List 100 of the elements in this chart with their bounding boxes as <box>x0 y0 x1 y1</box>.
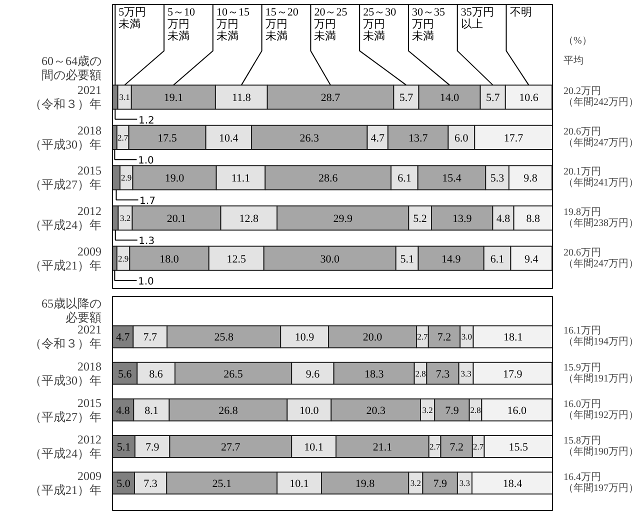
data-label: 18.1 <box>503 332 523 344</box>
text: 15.9万円（年間191万円） <box>564 362 638 384</box>
text: 35万円以上 <box>460 6 494 31</box>
text: 16.0万円（年間192万円） <box>564 398 638 421</box>
data-label: 8.1 <box>144 404 158 417</box>
data-label: 7.3 <box>436 368 450 380</box>
text: 16.1万円（年間194万円） <box>564 326 638 348</box>
data-label: 2.7 <box>417 332 428 342</box>
y-tick-label: 2015（平成27）年 <box>30 396 102 424</box>
data-label: 15.4 <box>442 172 462 185</box>
y-tick-label: 2018（平成30）年 <box>30 123 102 152</box>
text: 平均 <box>564 54 584 66</box>
data-label: 12.5 <box>226 253 246 266</box>
data-label: 7.3 <box>144 478 158 490</box>
data-label: 6.0 <box>454 132 469 144</box>
data-label: 2.9 <box>121 172 132 183</box>
y-tick-label: 2012（平成24）年 <box>30 204 102 232</box>
data-label: 10.1 <box>304 441 324 454</box>
data-label: 1.2 <box>138 115 154 126</box>
y-tick-label: 2015（平成27）年 <box>30 164 102 192</box>
data-label: 2.8 <box>470 404 481 415</box>
data-label: 10.9 <box>294 332 315 344</box>
data-label: 25.8 <box>214 332 234 344</box>
data-label: 7.9 <box>145 441 160 454</box>
y-tick-label: 2021（令和３）年 <box>30 83 102 112</box>
data-label: 5.2 <box>413 213 427 226</box>
data-label: 27.7 <box>221 441 241 454</box>
data-label: 14.9 <box>441 253 462 266</box>
data-label: 26.5 <box>224 368 244 380</box>
data-label: 18.3 <box>364 368 384 380</box>
data-label: 11.1 <box>231 172 250 185</box>
data-label: 19.0 <box>164 172 185 185</box>
data-label: 1.0 <box>138 276 154 288</box>
data-label: 1.3 <box>138 236 155 248</box>
text: 5万円未満 <box>118 6 146 31</box>
text: 19.8万円（年間238万円） <box>564 207 638 230</box>
data-label: 19.8 <box>355 478 376 490</box>
data-label: 26.3 <box>300 132 320 144</box>
data-label: 14.0 <box>440 92 460 104</box>
data-label: 4.8 <box>496 213 511 226</box>
data-label: 19.1 <box>164 92 184 104</box>
data-label: 12.8 <box>239 213 260 226</box>
data-label: 8.6 <box>149 368 164 380</box>
data-label: 4.7 <box>370 132 385 144</box>
data-label: 9.8 <box>524 172 538 185</box>
text: 不明 <box>510 6 532 19</box>
text: 25～30万円未満 <box>363 6 397 43</box>
data-label: 18.4 <box>502 478 523 490</box>
y-tick-label: 2021（令和３）年 <box>30 322 102 351</box>
y-tick-label: 2009（平成21）年 <box>30 244 102 272</box>
data-label: 28.6 <box>318 172 338 185</box>
data-label: 30.0 <box>320 253 340 266</box>
text: 65歳以降の必要額 <box>42 296 102 324</box>
text: 16.4万円（年間197万円） <box>564 472 638 494</box>
data-label: 3.2 <box>410 478 421 488</box>
text: 20.2万円（年間242万円） <box>564 86 638 108</box>
data-label: 6.1 <box>490 253 504 266</box>
data-label: 13.9 <box>452 213 472 226</box>
data-label: 4.7 <box>116 332 130 344</box>
text: 5～10万円未満 <box>168 6 196 43</box>
data-label: 3.2 <box>120 213 131 224</box>
data-label: 2.7 <box>429 441 440 452</box>
data-label: 20.0 <box>362 332 383 344</box>
y-tick-label: 2009（平成21）年 <box>30 469 102 498</box>
data-label: 29.9 <box>333 213 353 226</box>
data-label: 11.8 <box>232 92 252 104</box>
text: 20.6万円（年間247万円） <box>564 126 638 148</box>
data-label: 7.2 <box>450 441 464 454</box>
chart-title: 60～64歳の間の必要額 <box>42 54 102 82</box>
data-label: 21.1 <box>372 441 392 454</box>
text: 30～35万円未満 <box>412 6 446 43</box>
data-label: 5.6 <box>118 368 132 380</box>
text: 20.6万円（年間247万円） <box>564 247 638 270</box>
data-label: 3.0 <box>461 332 472 342</box>
data-label: 6.1 <box>398 172 412 185</box>
data-label: 20.3 <box>366 404 386 417</box>
text: 10～15万円未満 <box>216 6 250 43</box>
data-label: 2.8 <box>415 368 426 378</box>
text: 20～25万円未満 <box>314 6 348 43</box>
data-label: 2.7 <box>118 132 128 142</box>
data-label: 13.7 <box>408 132 428 144</box>
data-label: 5.1 <box>400 253 414 266</box>
data-label: 10.0 <box>300 404 320 417</box>
data-label: 8.8 <box>526 213 541 226</box>
data-label: 7.9 <box>433 478 448 490</box>
data-label: 3.3 <box>459 478 470 488</box>
data-label: 5.7 <box>399 92 414 104</box>
data-label: 4.8 <box>116 404 130 417</box>
data-label: 10.1 <box>290 478 309 490</box>
data-label: 15.5 <box>508 441 529 454</box>
data-label: 28.7 <box>320 92 341 104</box>
data-label: 5.0 <box>116 478 131 490</box>
data-label: 3.2 <box>422 404 433 415</box>
data-label: 7.9 <box>445 404 460 417</box>
data-label: 20.1 <box>166 213 186 226</box>
data-label: 5.7 <box>486 92 500 104</box>
data-label: 5.3 <box>490 172 505 185</box>
y-tick-label: 2018（平成30）年 <box>30 359 102 388</box>
text: （%） <box>564 35 592 46</box>
data-label: 26.8 <box>218 404 238 417</box>
